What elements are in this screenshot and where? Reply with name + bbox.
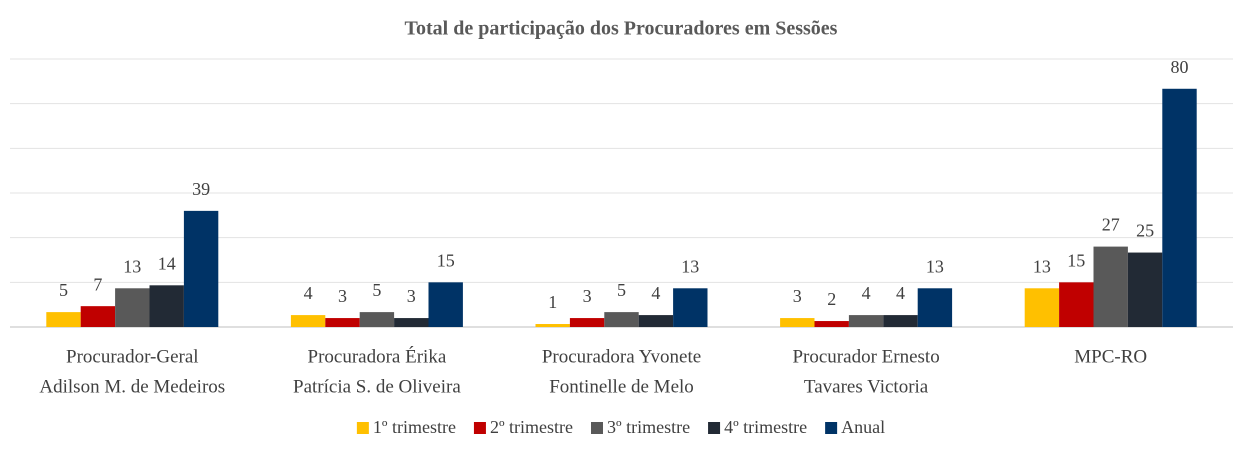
data-label: 3 [793, 286, 802, 306]
data-label: 13 [1033, 256, 1051, 276]
x-tick-label: Procurador-Geral [66, 346, 199, 367]
bar [848, 315, 884, 327]
bar [569, 318, 605, 327]
bar [673, 288, 708, 327]
data-label: 25 [1136, 221, 1154, 241]
bar [46, 312, 81, 327]
data-label: 3 [338, 286, 347, 306]
bar [883, 315, 918, 327]
bar [1024, 288, 1060, 327]
bar [183, 210, 219, 327]
legend-swatch [708, 422, 721, 434]
bar [1093, 246, 1128, 327]
data-label: 39 [192, 179, 210, 199]
data-label: 2 [827, 289, 836, 309]
bar [149, 285, 184, 327]
data-label: 80 [1171, 57, 1189, 77]
bar [780, 318, 815, 327]
data-label: 4 [651, 283, 660, 303]
legend-label: 3º trimestre [607, 417, 690, 437]
data-label: 3 [407, 286, 416, 306]
bar [359, 312, 395, 327]
data-label: 13 [926, 256, 944, 276]
bar [1162, 88, 1197, 328]
x-tick-label: Tavares Victoria [804, 376, 929, 397]
data-label: 27 [1102, 215, 1120, 235]
bar [394, 318, 429, 327]
bar [428, 282, 463, 327]
data-label: 13 [123, 256, 141, 276]
bar [814, 321, 849, 327]
x-tick-label: MPC-RO [1074, 346, 1147, 367]
data-label: 1 [548, 292, 557, 312]
data-label: 15 [1067, 250, 1085, 270]
legend-label: 2º trimestre [490, 417, 573, 437]
data-label: 7 [93, 274, 102, 294]
bar [638, 315, 674, 327]
bar [535, 324, 570, 327]
bar [604, 312, 639, 327]
legend-label: 1º trimestre [373, 417, 456, 437]
bar [1059, 282, 1094, 327]
bar [917, 288, 953, 327]
data-label: 14 [158, 253, 176, 273]
legend-swatch [825, 422, 838, 434]
legend-swatch [473, 422, 486, 434]
data-label: 5 [372, 280, 381, 300]
legend-label: 4º trimestre [724, 417, 807, 437]
data-label: 4 [896, 283, 905, 303]
data-label: 4 [862, 283, 871, 303]
x-tick-label: Procurador Ernesto [792, 346, 939, 367]
bar [80, 306, 116, 327]
x-tick-label: Fontinelle de Melo [549, 376, 694, 397]
data-label: 3 [583, 286, 592, 306]
data-label: 15 [437, 250, 455, 270]
x-tick-label: Adilson M. de Medeiros [39, 376, 225, 397]
x-tick-label: Patrícia S. de Oliveira [293, 376, 461, 397]
data-label: 5 [59, 280, 68, 300]
data-label: 5 [617, 280, 626, 300]
chart-title: Total de participação dos Procuradores e… [405, 18, 838, 40]
x-tick-label: Procuradora Érika [308, 345, 447, 367]
x-tick-label: Procuradora Yvonete [542, 346, 701, 367]
legend-label: Anual [841, 417, 885, 437]
bar [325, 318, 360, 327]
bar [1127, 252, 1163, 327]
bar [115, 288, 150, 327]
bar [290, 315, 326, 327]
legend-swatch [591, 422, 603, 434]
legend-swatch [356, 422, 369, 434]
data-label: 4 [304, 283, 313, 303]
data-label: 13 [681, 256, 699, 276]
